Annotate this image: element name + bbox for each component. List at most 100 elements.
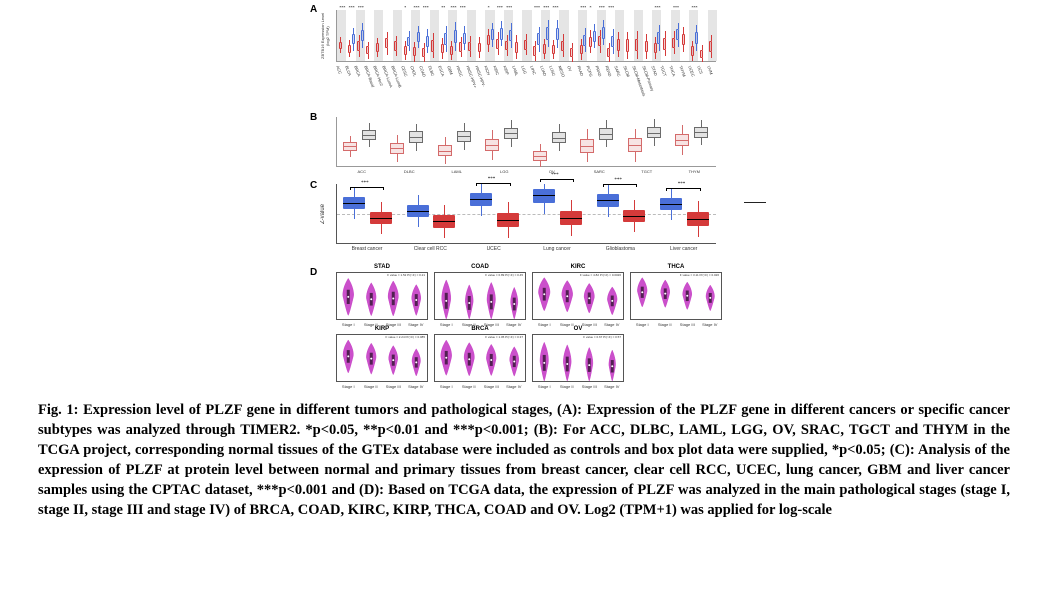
panel-c-xtick: UCEC	[466, 246, 522, 252]
panel-d-subplot: KIRPF value = 2.24 Pr(>F) = 0.085Stage I…	[336, 334, 428, 382]
subplot-title: OV	[533, 326, 623, 332]
panel-c-xtick: Breast cancer	[339, 246, 395, 252]
sig-marker: ***	[673, 5, 679, 10]
panel-a-xtick: LIHC	[530, 65, 538, 75]
sig-marker: ***	[506, 5, 512, 10]
panel-a-xtick: BRCA	[354, 65, 363, 77]
panel-a-xtick: KICH	[483, 65, 491, 76]
sig-marker: *	[404, 5, 406, 10]
panel-d-subplot: KIRCF value = 4.82 Pr(>F) = 0.0026Stage …	[532, 272, 624, 320]
sig-marker: ***	[654, 5, 660, 10]
panel-b-xtick: LAML	[437, 169, 477, 174]
subplot-xtick: Stage III	[677, 322, 697, 327]
panel-a-xtick: MESO	[558, 65, 567, 78]
subplot-xtick: Stage II	[557, 384, 577, 389]
sig-marker: ***	[423, 5, 429, 10]
sig-marker: ***	[358, 5, 364, 10]
subplot-xtick: Stage III	[383, 384, 403, 389]
sig-marker: **	[441, 5, 445, 10]
panel-a-xtick: PRAD	[595, 65, 604, 77]
panel-a-ylabel: ZBTB16 Expression Level (log2 TPM)	[320, 10, 332, 62]
sig-marker: ***	[599, 5, 605, 10]
panel-d: STADF value = 1.52 Pr(>F) = 0.21Stage IS…	[318, 272, 720, 384]
panel-a-xtick: CESC	[400, 65, 409, 77]
panel-c-xtick: Liver cancer	[656, 246, 712, 252]
panel-a-xtick: GBM	[446, 65, 454, 75]
subplot-xtick: Stage I	[436, 384, 456, 389]
subplot-title: KIRC	[533, 264, 623, 270]
panel-b-xtick: DLBC	[389, 169, 429, 174]
panel-d-subplot: BRCAF value = 1.05 Pr(>F) = 0.37Stage IS…	[434, 334, 526, 382]
subplot-xtick: Stage I	[338, 384, 358, 389]
panel-a-xtick: COAD	[418, 65, 427, 78]
panel-a-xtick: READ	[604, 65, 613, 77]
subplot-title: STAD	[337, 264, 427, 270]
figure-caption: Fig. 1: Expression level of PLZF gene in…	[38, 400, 1010, 520]
subplot-xtick: Stage III	[481, 384, 501, 389]
subplot-title: THCA	[631, 264, 721, 270]
sig-marker: ***	[339, 5, 345, 10]
panel-a-xtick: OV	[567, 65, 574, 72]
panel-d-subplot: COADF value = 0.89 Pr(>F) = 0.45Stage IS…	[434, 272, 526, 320]
panel-a-xtick: STAD	[650, 65, 658, 76]
panel-a-xtick: THCA	[669, 65, 677, 77]
panel-d-label: D	[310, 267, 317, 278]
panel-b-xtick: ACC	[342, 169, 382, 174]
panel-c: Z-value ***Breast cancerClear cell RCC**…	[318, 184, 720, 260]
panel-a-plot: ***ACC***BLCA***BRCABRCA-BasalBRCA-Her2B…	[336, 10, 716, 62]
sig-marker: *	[590, 5, 592, 10]
panel-a-xtick: PCPG	[585, 65, 594, 77]
panel-a-xtick: UVM	[706, 65, 714, 75]
panel-b-label: B	[310, 112, 317, 123]
subplot-xtick: Stage III	[579, 384, 599, 389]
sig-marker: ***	[451, 5, 457, 10]
panel-b-xtick: LGG	[484, 169, 524, 174]
subplot-xtick: Stage I	[534, 384, 554, 389]
subplot-xtick: Stage IV	[602, 384, 622, 389]
subplot-xtick: Stage IV	[406, 384, 426, 389]
panel-a-xtick: BLCA	[344, 65, 352, 77]
subplot-title: COAD	[435, 264, 525, 270]
sig-marker: ***	[349, 5, 355, 10]
panel-b-xtick: SARC	[579, 169, 619, 174]
panel-a-xtick: LUSC	[548, 65, 556, 77]
sig-marker: *	[488, 5, 490, 10]
subplot-xtick: Stage IV	[700, 322, 720, 327]
subplot-title: KIRP	[337, 326, 427, 332]
panel-c-ylabel: Z-value	[320, 184, 332, 244]
panel-a-xtick: TGCT	[659, 65, 667, 77]
sig-marker: ***	[608, 5, 614, 10]
panel-a-xtick: PAAD	[576, 65, 584, 77]
panel-d-subplot: STADF value = 1.52 Pr(>F) = 0.21Stage IS…	[336, 272, 428, 320]
panel-c-xtick: Clear cell RCC	[402, 246, 458, 252]
panel-a-xtick: UCEC	[687, 65, 696, 77]
panel-a-xtick: CHOL	[409, 65, 418, 77]
subplot-xtick: Stage IV	[504, 384, 524, 389]
panel-a-xtick: LAML	[511, 65, 519, 77]
panel-d-subplot: OVF value = 0.67 Pr(>F) = 0.57Stage ISta…	[532, 334, 624, 382]
panel-a-xtick: SARC	[613, 65, 622, 77]
subplot-title: BRCA	[435, 326, 525, 332]
subplot-xtick: Stage I	[632, 322, 652, 327]
panel-a: ZBTB16 Expression Level (log2 TPM) ***AC…	[318, 10, 720, 76]
sig-marker: ***	[413, 5, 419, 10]
panel-a-xtick: KIRP	[502, 65, 510, 75]
panel-d-subplot: THCAF value = 3.11 Pr(>F) = 0.026Stage I…	[630, 272, 722, 320]
panel-a-xtick: HNSC	[456, 65, 465, 77]
subplot-xtick: Stage II	[459, 384, 479, 389]
sig-marker: ***	[460, 5, 466, 10]
panel-c-label: C	[310, 180, 317, 191]
sig-marker: ***	[580, 5, 586, 10]
panel-a-xtick: DLBC	[428, 65, 436, 77]
panel-a-xtick: ACC	[335, 65, 343, 75]
figure-panels: A ZBTB16 Expression Level (log2 TPM) ***…	[310, 4, 720, 387]
panel-a-xtick: SKCM	[622, 65, 631, 78]
sig-marker: ***	[552, 5, 558, 10]
sig-marker: ***	[534, 5, 540, 10]
panel-b: ACCDLBCLAMLLGGOVSARCTGCTTHYM	[318, 117, 720, 175]
sig-marker: ***	[497, 5, 503, 10]
panel-b-xtick: TGCT	[627, 169, 667, 174]
panel-b-xtick: THYM	[674, 169, 714, 174]
panel-a-label: A	[310, 4, 317, 15]
panel-a-xtick: LGG	[520, 65, 528, 75]
